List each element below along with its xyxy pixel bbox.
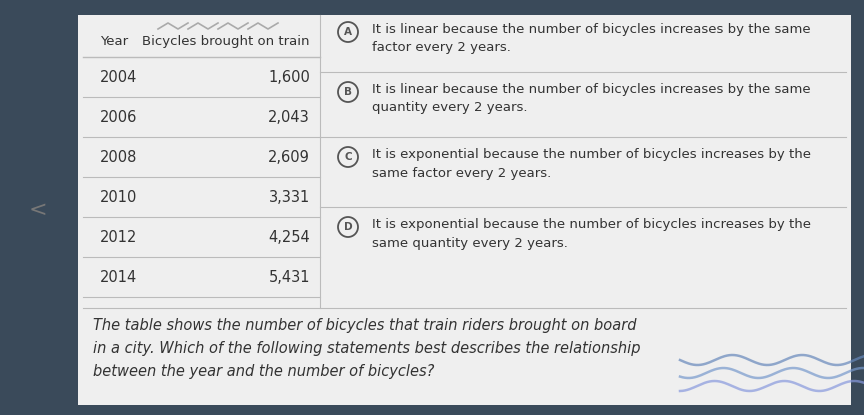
Text: 3,331: 3,331 [269, 190, 310, 205]
Text: It is linear because the number of bicycles increases by the same
factor every 2: It is linear because the number of bicyc… [372, 23, 810, 54]
Text: B: B [344, 87, 352, 97]
Text: It is exponential because the number of bicycles increases by the
same factor ev: It is exponential because the number of … [372, 148, 811, 180]
Text: 2004: 2004 [100, 69, 137, 85]
Text: It is exponential because the number of bicycles increases by the
same quantity : It is exponential because the number of … [372, 218, 811, 249]
Text: 2,043: 2,043 [268, 110, 310, 124]
Text: 2008: 2008 [100, 149, 137, 164]
Text: 2014: 2014 [100, 269, 137, 285]
Text: 2006: 2006 [100, 110, 137, 124]
Text: Bicycles brought on train: Bicycles brought on train [143, 35, 310, 48]
Text: 5,431: 5,431 [269, 269, 310, 285]
Text: Year: Year [100, 35, 128, 48]
Text: <: < [29, 200, 48, 220]
Text: 2,609: 2,609 [268, 149, 310, 164]
Text: The table shows the number of bicycles that train riders brought on board
in a c: The table shows the number of bicycles t… [93, 318, 640, 378]
Text: It is linear because the number of bicycles increases by the same
quantity every: It is linear because the number of bicyc… [372, 83, 810, 115]
Text: D: D [344, 222, 353, 232]
Text: 1,600: 1,600 [268, 69, 310, 85]
FancyBboxPatch shape [78, 15, 851, 405]
Text: 2012: 2012 [100, 229, 137, 244]
Text: A: A [344, 27, 352, 37]
Text: C: C [344, 152, 352, 162]
Text: 4,254: 4,254 [268, 229, 310, 244]
Text: 2010: 2010 [100, 190, 137, 205]
